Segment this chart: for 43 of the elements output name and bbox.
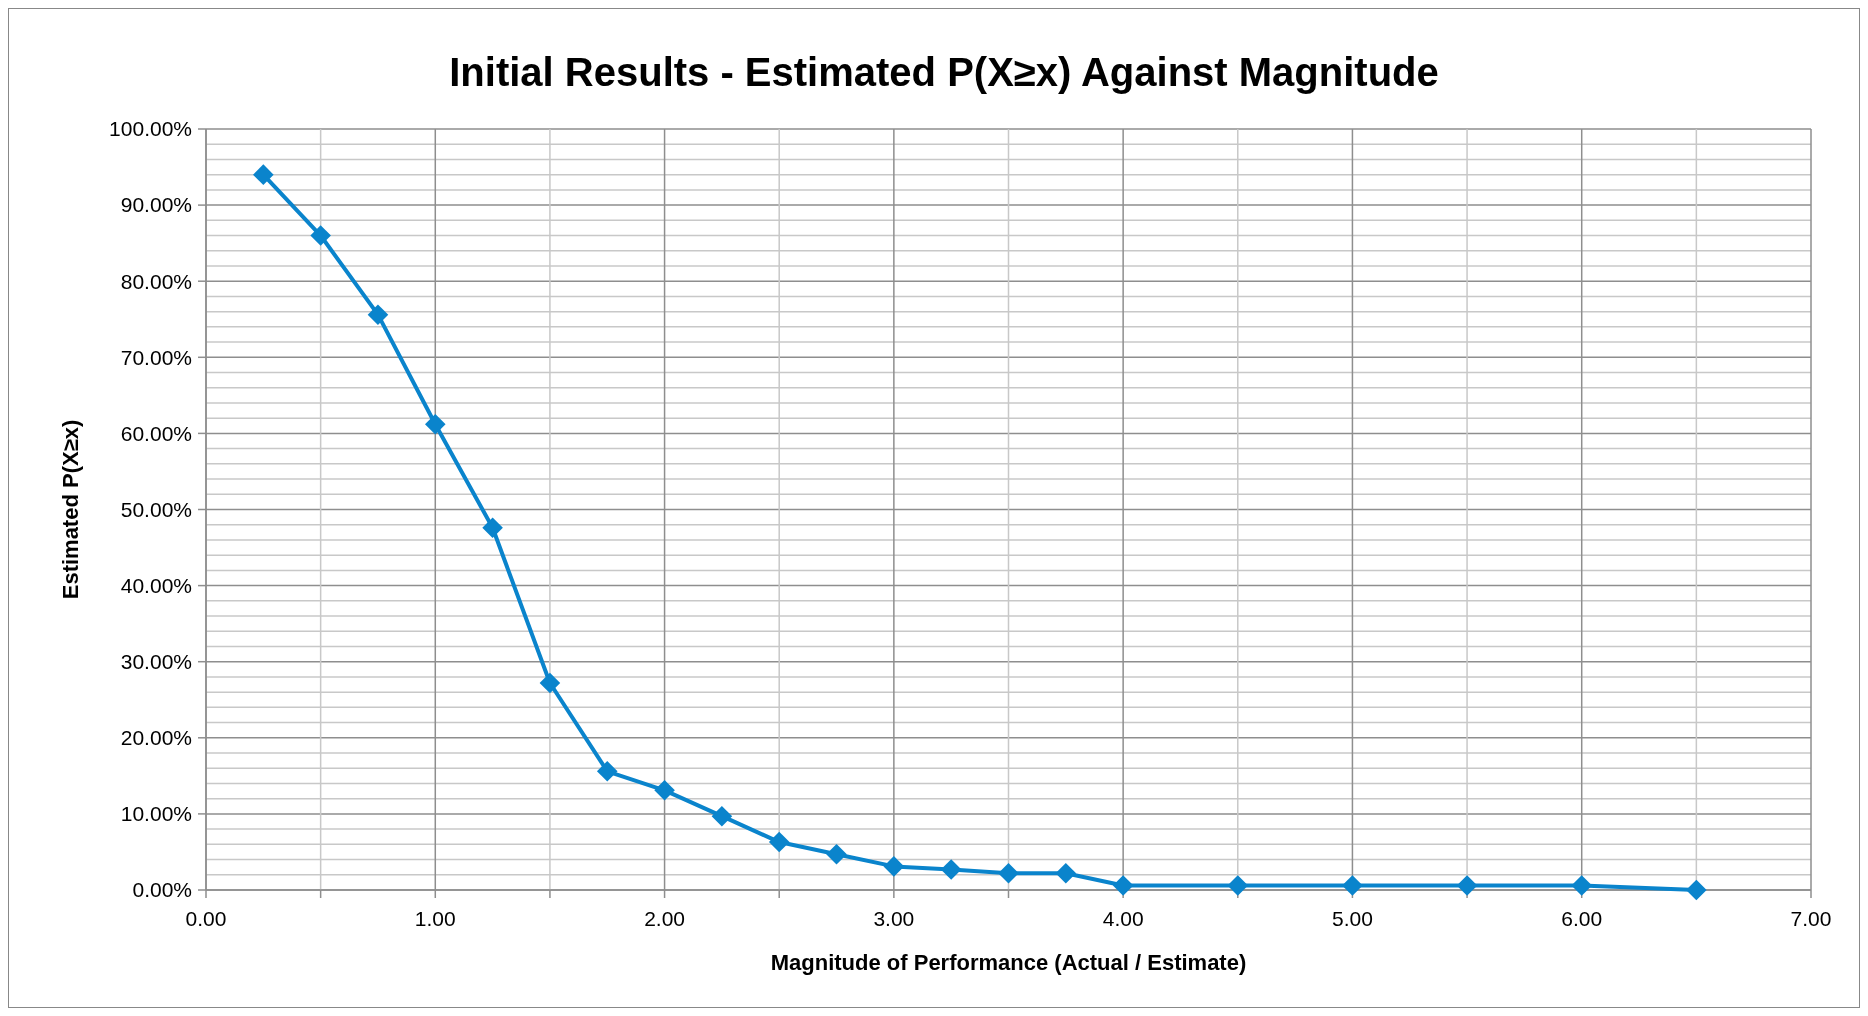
x-tick-label: 7.00 — [1790, 907, 1832, 930]
point — [883, 856, 905, 877]
y-tick-label: 30.00% — [120, 650, 192, 674]
y-tick-label: 50.00% — [120, 497, 192, 521]
x-axis-title: Magnitude of Performance (Actual / Estimate) — [770, 950, 1247, 975]
x-tick-label: 0.00 — [185, 907, 227, 930]
point — [768, 831, 790, 853]
point — [654, 780, 675, 801]
point — [1112, 875, 1134, 896]
y-axis-title: Estimated P(X≥x) — [58, 419, 83, 600]
x-tick-label: 3.00 — [873, 907, 915, 930]
point — [425, 413, 446, 435]
y-tick-label: 80.00% — [120, 269, 192, 293]
point — [367, 304, 389, 325]
x-tick-label: 4.00 — [1102, 907, 1144, 930]
y-tick-label: 70.00% — [120, 345, 192, 369]
point — [1227, 875, 1249, 896]
point — [711, 805, 733, 827]
x-tick-label: 5.00 — [1331, 907, 1373, 930]
point — [1686, 879, 1707, 901]
y-tick-label: 10.00% — [120, 802, 192, 826]
x-tick-label: 1.00 — [414, 907, 456, 930]
point — [596, 760, 618, 782]
y-tick-label: 90.00% — [120, 193, 192, 217]
y-tick-label: 100.00% — [109, 117, 192, 141]
point — [310, 225, 331, 246]
point — [940, 859, 962, 880]
y-tick-label: 20.00% — [120, 726, 192, 750]
point — [1456, 875, 1478, 896]
point — [826, 843, 847, 865]
y-tick-label: 0.00% — [132, 878, 192, 902]
x-tick-label: 6.00 — [1561, 907, 1603, 930]
point — [1571, 875, 1592, 896]
y-tick-label: 60.00% — [120, 421, 192, 445]
point — [998, 862, 1019, 884]
point — [539, 672, 561, 694]
y-tick-label: 40.00% — [120, 573, 192, 597]
chart-title: Initial Results - Estimated P(X≥x) Against Magnitude — [449, 50, 1439, 94]
x-tick-label: 2.00 — [644, 907, 686, 930]
point — [482, 517, 503, 539]
point — [1055, 862, 1077, 884]
point — [1342, 875, 1363, 896]
point — [253, 164, 274, 185]
